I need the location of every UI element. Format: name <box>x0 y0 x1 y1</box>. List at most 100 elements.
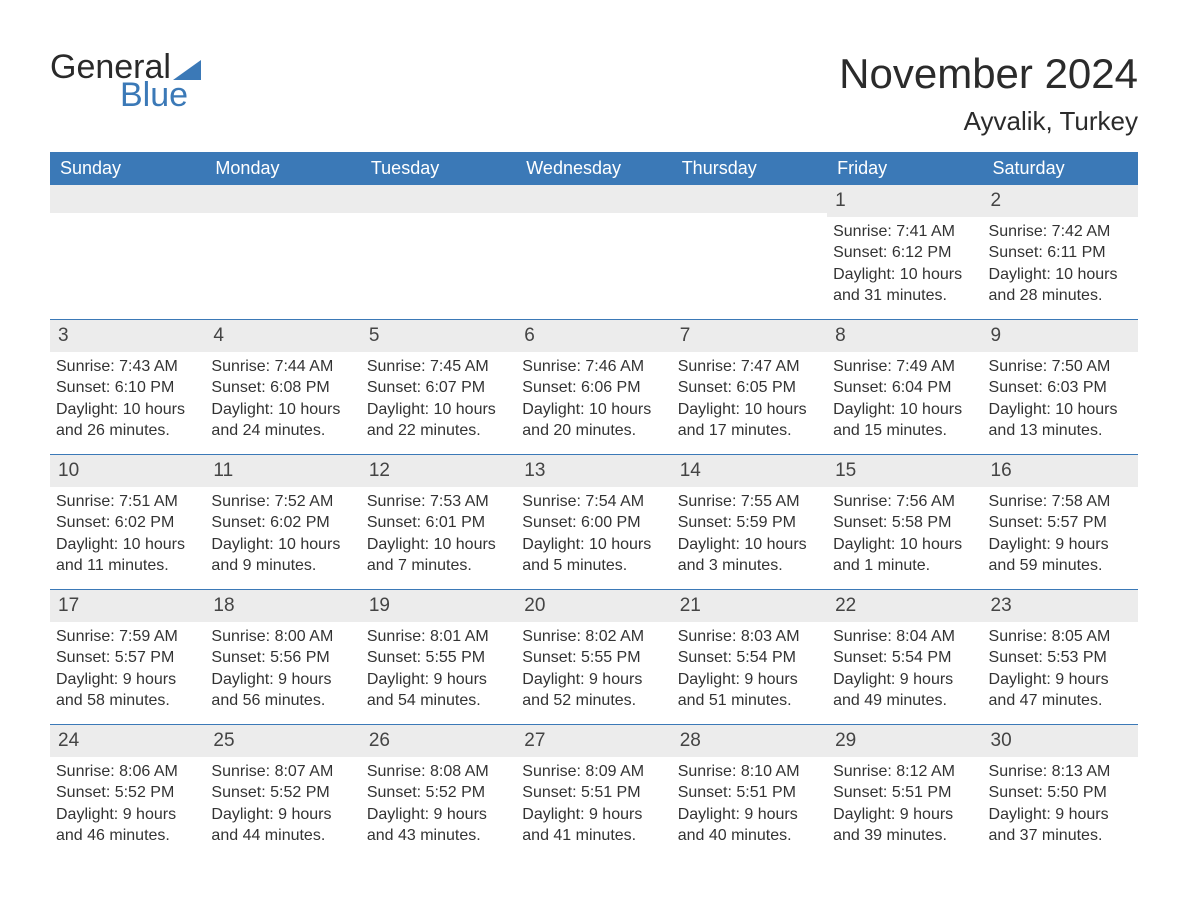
daylight-line: Daylight: 10 hours and 7 minutes. <box>367 534 510 577</box>
sunset-line: Sunset: 5:55 PM <box>522 647 665 669</box>
day-info: Sunrise: 7:41 AMSunset: 6:12 PMDaylight:… <box>833 221 976 307</box>
sunrise-line: Sunrise: 8:03 AM <box>678 626 821 648</box>
weekday-header: Tuesday <box>361 152 516 185</box>
day-info: Sunrise: 8:02 AMSunset: 5:55 PMDaylight:… <box>522 626 665 712</box>
sunset-line: Sunset: 5:50 PM <box>989 782 1132 804</box>
day-number: 14 <box>672 455 827 487</box>
sunrise-line: Sunrise: 8:01 AM <box>367 626 510 648</box>
day-cell: 2Sunrise: 7:42 AMSunset: 6:11 PMDaylight… <box>983 185 1138 315</box>
day-number: 28 <box>672 725 827 757</box>
day-number <box>205 185 360 213</box>
sunrise-line: Sunrise: 7:47 AM <box>678 356 821 378</box>
day-info: Sunrise: 8:04 AMSunset: 5:54 PMDaylight:… <box>833 626 976 712</box>
day-info: Sunrise: 7:44 AMSunset: 6:08 PMDaylight:… <box>211 356 354 442</box>
day-cell <box>50 185 205 315</box>
sunrise-line: Sunrise: 7:43 AM <box>56 356 199 378</box>
day-number: 8 <box>827 320 982 352</box>
sunset-line: Sunset: 5:51 PM <box>833 782 976 804</box>
sunrise-line: Sunrise: 8:07 AM <box>211 761 354 783</box>
daylight-line: Daylight: 10 hours and 3 minutes. <box>678 534 821 577</box>
sunset-line: Sunset: 6:07 PM <box>367 377 510 399</box>
sunrise-line: Sunrise: 7:54 AM <box>522 491 665 513</box>
day-number: 23 <box>983 590 1138 622</box>
day-number: 7 <box>672 320 827 352</box>
day-cell: 3Sunrise: 7:43 AMSunset: 6:10 PMDaylight… <box>50 320 205 450</box>
day-number: 12 <box>361 455 516 487</box>
sunrise-line: Sunrise: 7:53 AM <box>367 491 510 513</box>
sunset-line: Sunset: 5:52 PM <box>211 782 354 804</box>
day-cell: 12Sunrise: 7:53 AMSunset: 6:01 PMDayligh… <box>361 455 516 585</box>
day-number: 17 <box>50 590 205 622</box>
day-cell: 5Sunrise: 7:45 AMSunset: 6:07 PMDaylight… <box>361 320 516 450</box>
day-cell: 11Sunrise: 7:52 AMSunset: 6:02 PMDayligh… <box>205 455 360 585</box>
daylight-line: Daylight: 10 hours and 24 minutes. <box>211 399 354 442</box>
sunset-line: Sunset: 6:06 PM <box>522 377 665 399</box>
daylight-line: Daylight: 10 hours and 1 minute. <box>833 534 976 577</box>
daylight-line: Daylight: 10 hours and 5 minutes. <box>522 534 665 577</box>
sunrise-line: Sunrise: 8:02 AM <box>522 626 665 648</box>
weekday-header: Sunday <box>50 152 205 185</box>
day-cell: 27 Sunrise: 8:09 AMSunset: 5:51 PMDayligh… <box>516 725 671 855</box>
location-label: Ayvalik, Turkey <box>839 106 1138 137</box>
day-number: 21 <box>672 590 827 622</box>
day-cell: 4Sunrise: 7:44 AMSunset: 6:08 PMDaylight… <box>205 320 360 450</box>
day-info: Sunrise: 8:13 AMSunset: 5:50 PMDaylight:… <box>989 761 1132 847</box>
weekday-header: Wednesday <box>516 152 671 185</box>
day-cell: 16 Sunrise: 7:58 AMSunset: 5:57 PMDayligh… <box>983 455 1138 585</box>
day-cell: 17 Sunrise: 7:59 AMSunset: 5:57 PMDayligh… <box>50 590 205 720</box>
weekday-header-row: SundayMondayTuesdayWednesdayThursdayFrid… <box>50 152 1138 185</box>
sunrise-line: Sunrise: 7:58 AM <box>989 491 1132 513</box>
title-block: November 2024 Ayvalik, Turkey <box>839 50 1138 137</box>
day-number: 10 <box>50 455 205 487</box>
day-number <box>50 185 205 213</box>
sunset-line: Sunset: 5:58 PM <box>833 512 976 534</box>
sunset-line: Sunset: 6:02 PM <box>211 512 354 534</box>
day-number: 1 <box>827 185 982 217</box>
header: General Blue November 2024 Ayvalik, Turk… <box>50 50 1138 137</box>
day-number: 13 <box>516 455 671 487</box>
sunrise-line: Sunrise: 8:12 AM <box>833 761 976 783</box>
daylight-line: Daylight: 10 hours and 11 minutes. <box>56 534 199 577</box>
sunrise-line: Sunrise: 7:49 AM <box>833 356 976 378</box>
daylight-line: Daylight: 10 hours and 22 minutes. <box>367 399 510 442</box>
day-cell: 29Sunrise: 8:12 AMSunset: 5:51 PMDayligh… <box>827 725 982 855</box>
daylight-line: Daylight: 9 hours and 51 minutes. <box>678 669 821 712</box>
brand-logo: General Blue <box>50 50 201 112</box>
day-info: Sunrise: 7:50 AMSunset: 6:03 PMDaylight:… <box>989 356 1132 442</box>
day-cell: 22Sunrise: 8:04 AMSunset: 5:54 PMDayligh… <box>827 590 982 720</box>
day-info: Sunrise: 8:01 AMSunset: 5:55 PMDaylight:… <box>367 626 510 712</box>
day-number: 16 <box>983 455 1138 487</box>
sunrise-line: Sunrise: 7:55 AM <box>678 491 821 513</box>
daylight-line: Daylight: 10 hours and 20 minutes. <box>522 399 665 442</box>
day-info: Sunrise: 7:51 AMSunset: 6:02 PMDaylight:… <box>56 491 199 577</box>
day-cell: 6Sunrise: 7:46 AMSunset: 6:06 PMDaylight… <box>516 320 671 450</box>
sunset-line: Sunset: 5:57 PM <box>989 512 1132 534</box>
day-info: Sunrise: 8:09 AMSunset: 5:51 PMDaylight:… <box>522 761 665 847</box>
day-info: Sunrise: 8:05 AMSunset: 5:53 PMDaylight:… <box>989 626 1132 712</box>
daylight-line: Daylight: 10 hours and 28 minutes. <box>989 264 1132 307</box>
day-info: Sunrise: 7:52 AMSunset: 6:02 PMDaylight:… <box>211 491 354 577</box>
day-cell: 21Sunrise: 8:03 AMSunset: 5:54 PMDayligh… <box>672 590 827 720</box>
daylight-line: Daylight: 9 hours and 47 minutes. <box>989 669 1132 712</box>
day-info: Sunrise: 7:45 AMSunset: 6:07 PMDaylight:… <box>367 356 510 442</box>
day-info: Sunrise: 7:59 AMSunset: 5:57 PMDaylight:… <box>56 626 199 712</box>
day-number: 27 <box>516 725 671 757</box>
day-info: Sunrise: 8:10 AMSunset: 5:51 PMDaylight:… <box>678 761 821 847</box>
sunset-line: Sunset: 6:08 PM <box>211 377 354 399</box>
day-cell: 23 Sunrise: 8:05 AMSunset: 5:53 PMDayligh… <box>983 590 1138 720</box>
day-number: 30 <box>983 725 1138 757</box>
day-info: Sunrise: 7:58 AMSunset: 5:57 PMDaylight:… <box>989 491 1132 577</box>
day-cell: 14 Sunrise: 7:55 AMSunset: 5:59 PMDayligh… <box>672 455 827 585</box>
daylight-line: Daylight: 10 hours and 15 minutes. <box>833 399 976 442</box>
day-info: Sunrise: 7:55 AMSunset: 5:59 PMDaylight:… <box>678 491 821 577</box>
day-number: 6 <box>516 320 671 352</box>
daylight-line: Daylight: 9 hours and 49 minutes. <box>833 669 976 712</box>
sunset-line: Sunset: 5:52 PM <box>367 782 510 804</box>
day-cell: 13Sunrise: 7:54 AMSunset: 6:00 PMDayligh… <box>516 455 671 585</box>
day-info: Sunrise: 8:12 AMSunset: 5:51 PMDaylight:… <box>833 761 976 847</box>
sunset-line: Sunset: 5:54 PM <box>833 647 976 669</box>
day-number: 15 <box>827 455 982 487</box>
sunrise-line: Sunrise: 7:50 AM <box>989 356 1132 378</box>
day-info: Sunrise: 8:08 AMSunset: 5:52 PMDaylight:… <box>367 761 510 847</box>
sunrise-line: Sunrise: 8:05 AM <box>989 626 1132 648</box>
